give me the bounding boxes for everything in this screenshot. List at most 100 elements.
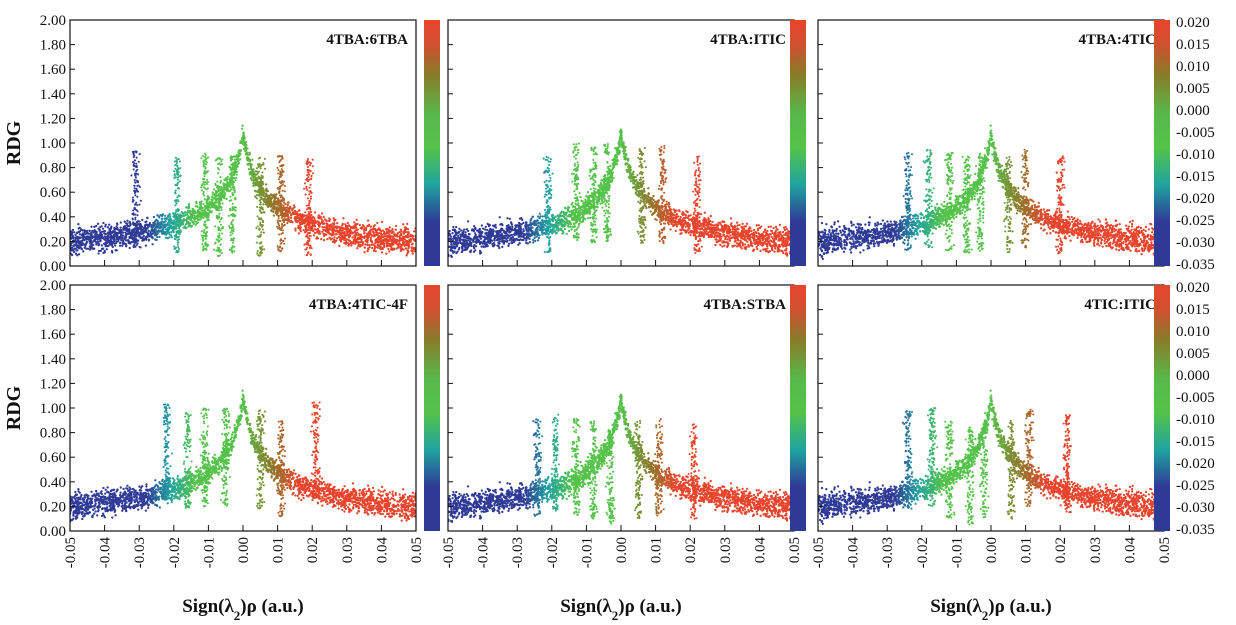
colorbar-tick-label: -0.035 — [1176, 257, 1215, 273]
x-tick-label: 0.01 — [649, 537, 665, 563]
x-tick-label: -0.05 — [441, 537, 457, 568]
x-tick-label: -0.04 — [846, 537, 862, 569]
x-tick-label: 0.01 — [1019, 537, 1035, 563]
colorbar — [1154, 285, 1170, 531]
y-tick-label: 0.40 — [40, 210, 66, 226]
colorbar-tick-label: 0.010 — [1176, 324, 1210, 340]
y-tick-label: 0.60 — [40, 185, 66, 201]
colorbar — [790, 285, 806, 531]
x-tick-label: -0.02 — [545, 537, 561, 568]
colorbar-tick-label: -0.020 — [1176, 191, 1215, 207]
colorbar — [1154, 20, 1170, 266]
x-axis-label: Sign(λ2)ρ (a.u.) — [182, 596, 304, 623]
x-tick-label: 0.03 — [1088, 537, 1104, 563]
y-axis-label: RDG — [3, 120, 25, 165]
colorbar-tick-label: -0.025 — [1176, 478, 1215, 494]
y-tick-label: 1.80 — [40, 303, 66, 319]
y-tick-label: 0.80 — [40, 426, 66, 442]
x-tick-label: -0.02 — [167, 537, 183, 568]
colorbar — [790, 20, 806, 266]
y-tick-label: 1.00 — [40, 136, 66, 152]
y-axis-label: RDG — [3, 385, 25, 430]
x-tick-label: -0.01 — [949, 537, 965, 568]
scatter-points — [818, 389, 1164, 526]
panel-title: 4TBA:STBA — [703, 297, 786, 313]
x-tick-label: -0.03 — [510, 537, 526, 568]
y-tick-label: 0.00 — [40, 524, 66, 540]
colorbar-tick-label: 0.005 — [1176, 81, 1210, 97]
colorbar-tick-label: 0.000 — [1176, 368, 1210, 384]
y-tick-label: 1.60 — [40, 327, 66, 343]
colorbar-tick-label: 0.005 — [1176, 346, 1210, 362]
colorbar-tick-label: -0.025 — [1176, 213, 1215, 229]
panel-6: -0.05 -0.04 -0.03 -0.02 -0.01 0.00 0.01 0.02 0.0… — [811, 280, 1215, 623]
colorbar-tick-label: -0.005 — [1176, 390, 1215, 406]
colorbar — [424, 20, 440, 266]
colorbar-tick-label: 0.020 — [1176, 15, 1210, 31]
x-tick-label: -0.05 — [63, 537, 79, 568]
x-tick-label: -0.04 — [98, 537, 114, 569]
x-tick-label: 0.00 — [614, 537, 630, 563]
x-axis-label: Sign(λ2)ρ (a.u.) — [930, 596, 1052, 623]
x-tick-label: 0.02 — [305, 537, 321, 563]
x-tick-label: -0.03 — [132, 537, 148, 568]
y-tick-label: 2.00 — [40, 278, 66, 294]
y-tick-label: 1.80 — [40, 38, 66, 54]
y-tick-label: 0.20 — [40, 234, 66, 250]
y-tick-label: 1.20 — [40, 111, 66, 127]
y-tick-label: 1.00 — [40, 401, 66, 417]
x-tick-label: 0.04 — [1122, 537, 1138, 564]
scatter-points — [448, 128, 794, 259]
colorbar-tick-label: 0.015 — [1176, 37, 1210, 53]
panel-4: -0.05 -0.04 -0.03 -0.02 -0.01 0.00 0.01 0.02 0.0… — [3, 278, 440, 623]
x-tick-label: 0.02 — [683, 537, 699, 563]
colorbar-tick-label: -0.030 — [1176, 235, 1215, 251]
y-tick-label: 2.00 — [40, 13, 66, 29]
panel-title: 4TIC:ITIC — [1084, 297, 1156, 313]
panel-5: -0.05 -0.04 -0.03 -0.02 -0.01 0.00 0.01 0.02 0.0… — [441, 284, 806, 623]
colorbar — [424, 285, 440, 531]
y-tick-label: 0.40 — [40, 475, 66, 491]
x-tick-label: 0.00 — [236, 537, 252, 563]
x-tick-label: 0.00 — [984, 537, 1000, 563]
panel-1: 0.00 0.20 0.40 0.60 0.80 1.00 1.20 1.40 1.60 1.80… — [3, 13, 440, 275]
colorbar-tick-label: -0.005 — [1176, 125, 1215, 141]
colorbar-tick-label: -0.035 — [1176, 522, 1215, 538]
y-tick-label: 1.40 — [40, 352, 66, 368]
x-tick-label: -0.02 — [915, 537, 931, 568]
colorbar-tick-label: -0.010 — [1176, 147, 1215, 163]
y-tick-label: 0.60 — [40, 450, 66, 466]
panel-3: 4TBA:4TIC 0.020 0.015 0.010 0.005 0.000 -0.005… — [817, 15, 1215, 273]
x-tick-label: -0.01 — [201, 537, 217, 568]
y-tick-label: 1.20 — [40, 376, 66, 392]
colorbar-tick-label: -0.020 — [1176, 456, 1215, 472]
x-axis-label: Sign(λ2)ρ (a.u.) — [560, 596, 682, 623]
x-tick-label: 0.05 — [787, 537, 803, 563]
scatter-points — [818, 124, 1164, 260]
y-tick-label: 0.80 — [40, 161, 66, 177]
colorbar-tick-label: -0.010 — [1176, 412, 1215, 428]
x-tick-label: 0.04 — [374, 537, 390, 564]
x-tick-label: -0.05 — [811, 537, 827, 568]
panel-title: 4TBA:4TIC — [1078, 32, 1156, 48]
scatter-points — [70, 124, 416, 258]
x-tick-label: -0.01 — [579, 537, 595, 568]
x-tick-label: -0.03 — [880, 537, 896, 568]
x-tick-label: 0.02 — [1053, 537, 1069, 563]
y-tick-label: 1.60 — [40, 62, 66, 78]
colorbar-tick-label: 0.010 — [1176, 59, 1210, 75]
panel-2: 4TBA:ITIC — [447, 19, 806, 267]
colorbar-tick-label: -0.030 — [1176, 500, 1215, 516]
x-tick-label: 0.04 — [752, 537, 768, 564]
colorbar-tick-label: 0.015 — [1176, 302, 1210, 318]
panel-title: 4TBA:6TBA — [326, 32, 408, 48]
y-tick-label: 0.00 — [40, 259, 66, 275]
x-tick-label: 0.03 — [340, 537, 356, 563]
x-tick-label: 0.03 — [718, 537, 734, 563]
y-tick-label: 0.20 — [40, 499, 66, 515]
colorbar-tick-label: 0.000 — [1176, 103, 1210, 119]
scatter-points — [70, 389, 416, 523]
scatter-points — [448, 393, 794, 525]
panels-layer: 0.00 0.20 0.40 0.60 0.80 1.00 1.20 1.40 1.60 1.80… — [3, 13, 1215, 623]
